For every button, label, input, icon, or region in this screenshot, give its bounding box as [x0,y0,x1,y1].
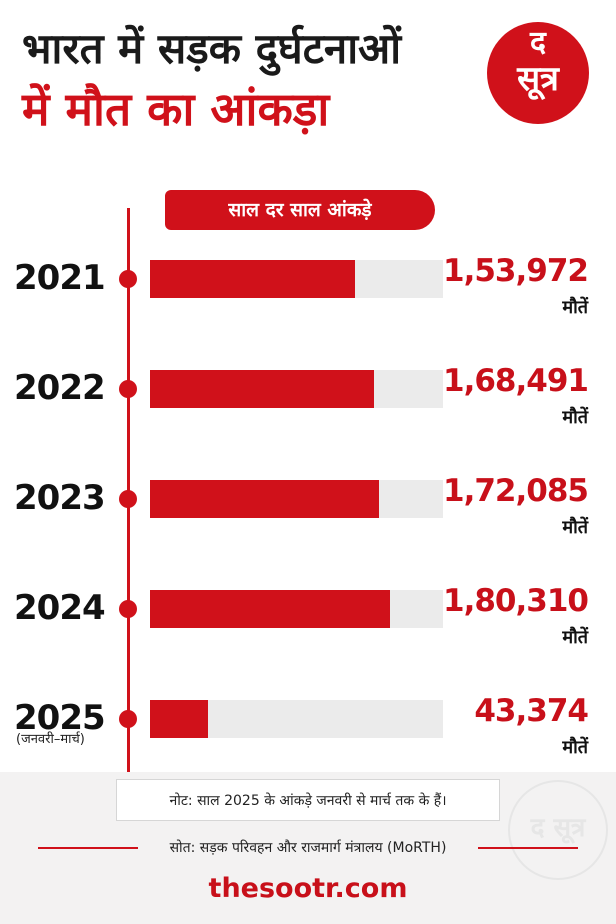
category-label: 2021 [14,258,106,298]
brand-logo: द सूत्र [487,22,589,124]
website-link[interactable]: thesootr.com [208,873,408,904]
watermark-logo: द सूत्र [508,780,608,880]
bar [150,260,355,298]
unit-label: मौतें [562,517,588,538]
unit-label: मौतें [562,297,588,318]
subtitle-pill: साल दर साल आंकड़े [165,190,435,230]
category-label: 2022 [14,368,106,408]
title-line-1: भारत में सड़क दुर्घटनाओं [22,24,402,73]
bar-track [150,480,443,518]
year-note-2025: (जनवरी–मार्च) [16,732,85,747]
bar [150,590,390,628]
bar-track [150,590,443,628]
bar [150,370,374,408]
bar [150,700,208,738]
timeline-dot [119,380,137,398]
data-label: 1,72,085 [443,473,589,509]
timeline-dot [119,600,137,618]
category-label: 2025 [14,698,106,738]
logo-text-bottom: सूत्र [517,59,559,99]
timeline-dot [119,710,137,728]
source-text: सोत: सड़क परिवहन और राजमार्ग मंत्रालय (M… [0,838,616,857]
category-label: 2024 [14,588,106,628]
source-line-left [38,847,138,849]
data-note: नोट: साल 2025 के आंकड़े जनवरी से मार्च त… [116,779,500,821]
unit-label: मौतें [562,737,588,758]
bar-track [150,260,443,298]
data-label: 1,53,972 [443,253,589,289]
source-label: सोत: सड़क परिवहन और राजमार्ग मंत्रालय (M… [163,840,453,856]
data-label: 1,68,491 [443,363,589,399]
bar [150,480,379,518]
unit-label: मौतें [562,407,588,428]
data-label: 43,374 [474,693,589,729]
unit-label: मौतें [562,627,588,648]
category-label: 2023 [14,478,106,518]
title-line-2: में मौत का आंकड़ा [22,82,330,136]
source-line-right [478,847,578,849]
timeline-dot [119,490,137,508]
data-label: 1,80,310 [443,583,589,619]
logo-text-top: द [530,25,546,60]
timeline-dot [119,270,137,288]
bar-track [150,700,443,738]
bar-track [150,370,443,408]
